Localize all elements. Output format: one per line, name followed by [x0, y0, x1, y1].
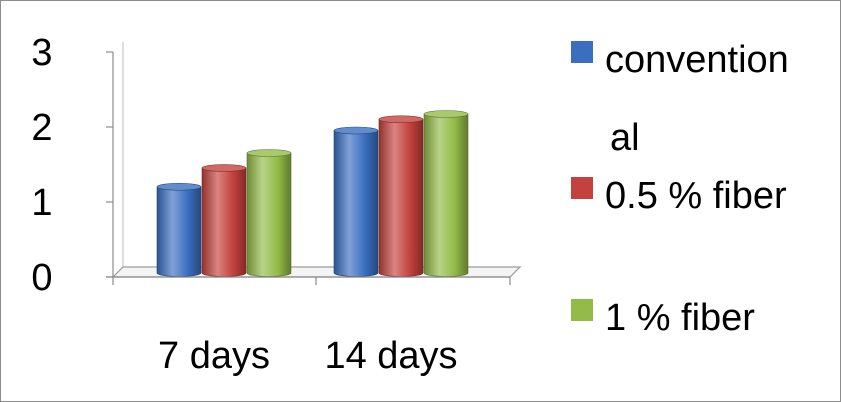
legend-entry-2: 1 % fiber — [571, 297, 755, 339]
y-tick-label: 1 — [31, 182, 52, 224]
legend-swatch — [571, 177, 593, 199]
y-tick-label: 0 — [31, 257, 52, 299]
bar-0-5-fiber-0 — [201, 164, 247, 277]
legend-swatch — [571, 41, 593, 63]
y-tick-label: 2 — [31, 107, 52, 149]
x-axis: 7 days 14 days — [106, 276, 511, 377]
x-category-label: 7 days — [158, 335, 270, 377]
legend-label: convention — [605, 39, 789, 81]
legend-label: 1 % fiber — [605, 297, 755, 339]
x-category-label: 14 days — [324, 335, 457, 377]
bars — [156, 110, 469, 277]
legend-entry-0: convention al — [571, 39, 789, 159]
bar-1-fiber-0 — [246, 149, 292, 277]
y-tick-label: 3 — [31, 32, 52, 74]
legend-swatch — [571, 299, 593, 321]
legend-label: 0.5 % fiber — [605, 175, 787, 217]
bar-0-5-fiber-1 — [378, 115, 424, 277]
legend: convention al 0.5 % fiber 1 % fiber — [571, 39, 789, 339]
bar-1-fiber-1 — [423, 110, 469, 277]
bar-conventional-0 — [156, 182, 202, 277]
bar-conventional-1 — [333, 126, 379, 277]
legend-entry-1: 0.5 % fiber — [571, 175, 787, 217]
y-axis: 0 1 2 3 — [31, 32, 114, 299]
legend-label: al — [610, 117, 640, 159]
